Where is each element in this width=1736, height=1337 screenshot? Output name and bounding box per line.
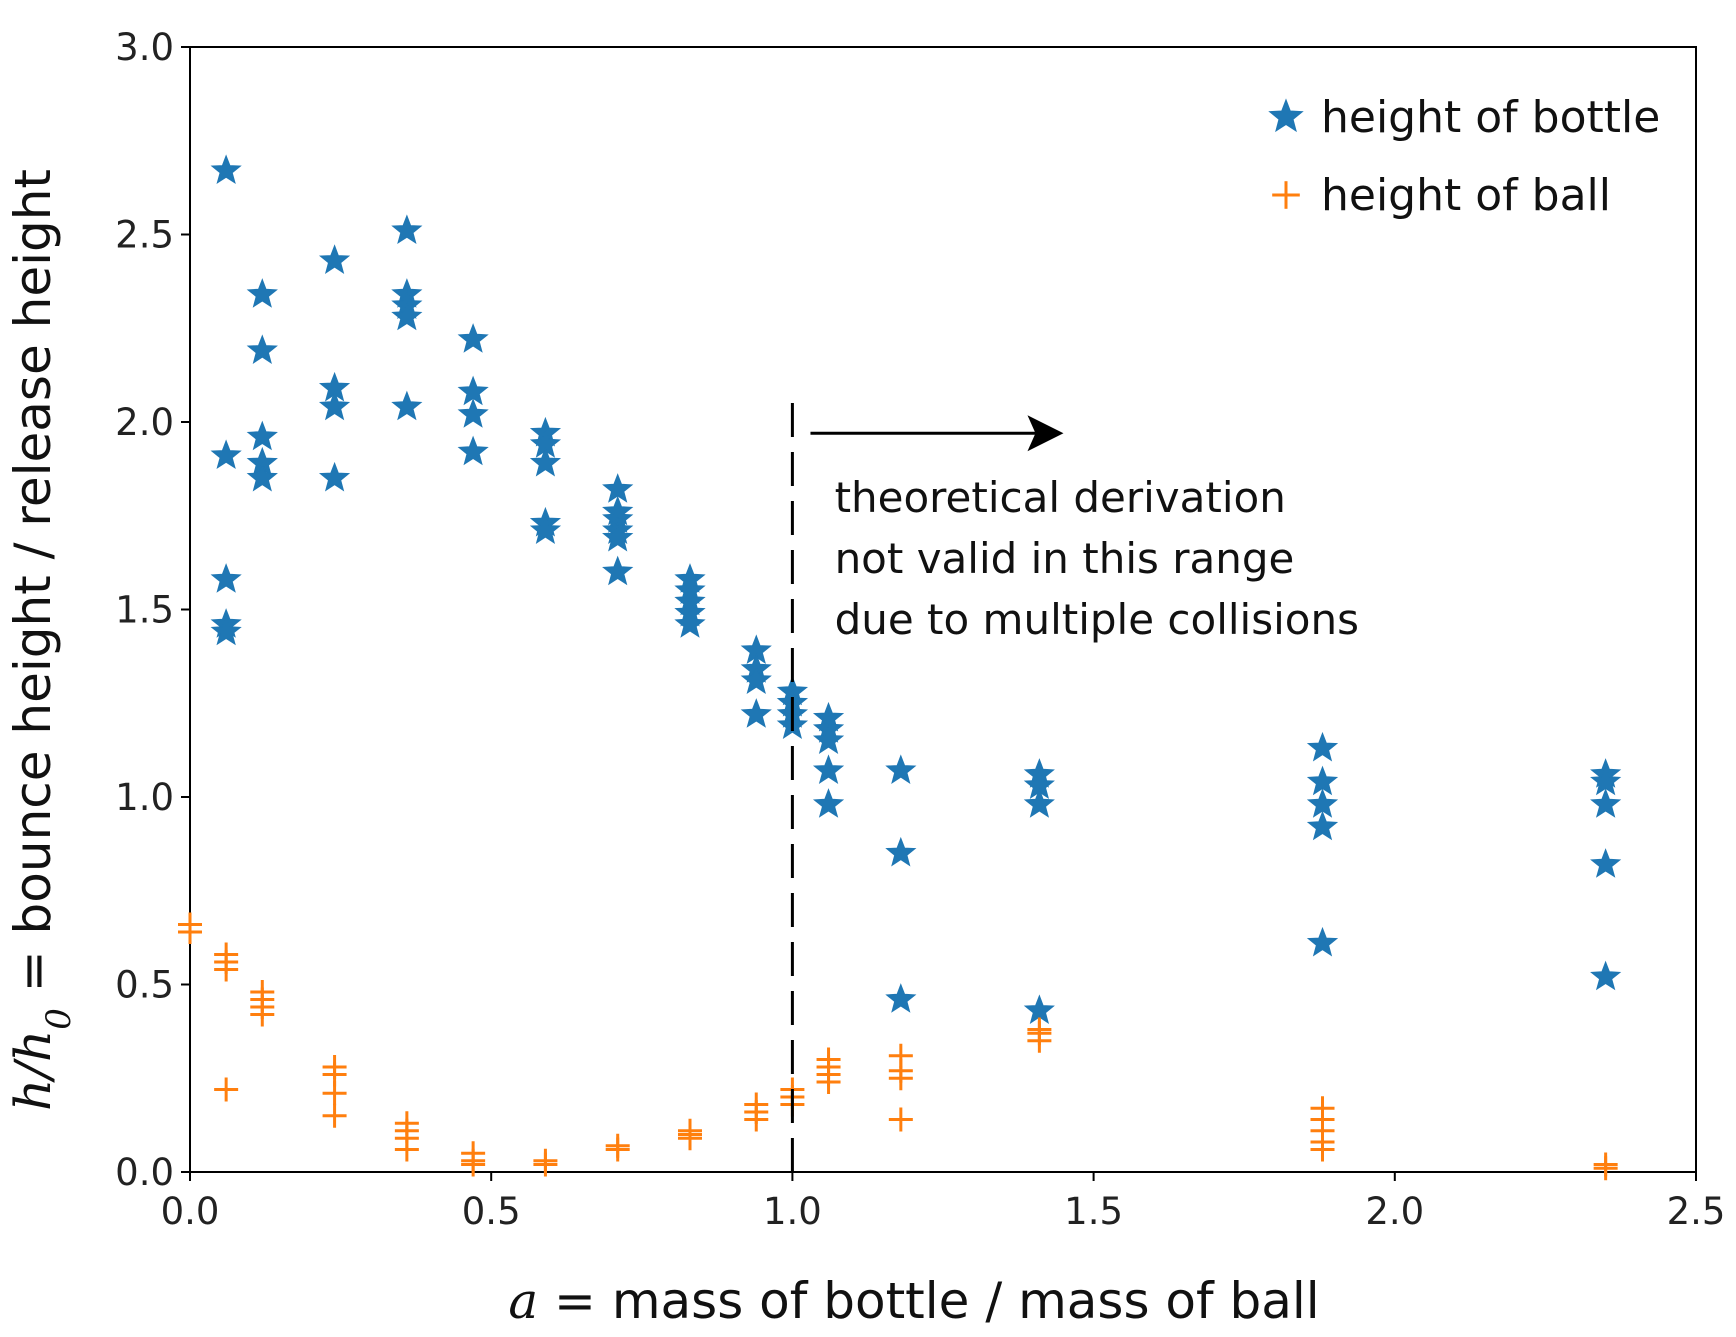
star-point <box>391 390 423 421</box>
series-bottle-height <box>210 154 1622 1025</box>
annotation-text-line: due to multiple collisions <box>835 595 1359 644</box>
x-tick-label: 2.5 <box>1667 1190 1726 1233</box>
star-point <box>1023 788 1055 818</box>
star-point <box>457 398 489 428</box>
y-tick-label: 1.0 <box>115 776 174 819</box>
plus-point <box>888 1066 913 1091</box>
legend-entry-label: height of ball <box>1321 170 1611 221</box>
star-point <box>1306 731 1339 762</box>
y-axis-variable-subscript: 0 <box>39 1008 79 1030</box>
star-point <box>246 278 278 308</box>
plus-point <box>214 1077 239 1102</box>
star-point <box>529 514 562 545</box>
star-point <box>1590 848 1622 878</box>
y-tick-label: 0.5 <box>115 964 174 1007</box>
plus-point <box>605 1137 630 1162</box>
legend-entry-label: height of bottle <box>1321 92 1660 143</box>
y-axis-ticks: 0.0 0.5 1.0 1.5 2.0 2.5 3.0 <box>115 26 190 1194</box>
star-point <box>457 435 489 466</box>
star-point <box>812 754 845 785</box>
star-point <box>740 698 772 728</box>
x-axis-variable: a <box>508 1272 538 1330</box>
x-axis-label-text: = mass of bottle / mass of ball <box>538 1272 1320 1330</box>
annotation: theoretical derivation not valid in this … <box>790 388 1359 1172</box>
star-point <box>210 439 242 470</box>
star-point <box>210 154 242 185</box>
y-axis-variable: h/h <box>4 1030 62 1111</box>
star-point <box>529 446 562 477</box>
plus-point <box>1593 1156 1618 1181</box>
plus-point <box>533 1152 558 1177</box>
plus-point <box>1310 1137 1335 1162</box>
star-point <box>1590 960 1622 991</box>
star-point <box>885 836 917 867</box>
x-tick-label: 2.0 <box>1365 1190 1424 1233</box>
x-tick-label: 1.5 <box>1064 1190 1123 1233</box>
star-point <box>318 461 351 492</box>
x-tick-label: 0.5 <box>462 1190 521 1233</box>
star-point <box>318 244 351 275</box>
star-point <box>210 615 242 646</box>
plus-point <box>816 1070 841 1094</box>
star-point <box>457 323 489 353</box>
annotation-text-line: theoretical derivation <box>835 473 1286 522</box>
legend-plus-icon <box>1272 181 1300 209</box>
plus-point <box>178 920 202 944</box>
plus-point <box>461 1152 486 1177</box>
x-tick-label: 1.0 <box>763 1190 822 1233</box>
star-point <box>885 754 917 785</box>
plus-point <box>322 1103 347 1128</box>
star-point <box>674 608 706 638</box>
y-tick-label: 2.5 <box>115 214 174 257</box>
y-tick-label: 1.5 <box>115 589 174 632</box>
plus-point <box>250 1002 275 1027</box>
star-point <box>602 521 634 552</box>
legend: height of bottle height of ball <box>1268 92 1660 221</box>
star-point <box>1306 926 1339 957</box>
star-point <box>391 300 423 331</box>
plus-point <box>888 1107 913 1132</box>
y-axis-label: h/h0 = bounce height / release height <box>4 169 79 1111</box>
star-point <box>1590 788 1622 818</box>
star-point <box>210 563 242 593</box>
x-axis-label: a = mass of bottle / mass of ball <box>508 1272 1319 1330</box>
star-point <box>246 461 278 492</box>
star-point <box>246 420 278 451</box>
star-point <box>318 390 351 421</box>
x-tick-label: 0.0 <box>161 1190 220 1233</box>
y-axis-label-text: = bounce height / release height <box>4 169 62 1008</box>
star-point <box>1306 810 1339 841</box>
y-tick-label: 2.0 <box>115 401 174 444</box>
legend-star-icon <box>1268 98 1304 133</box>
plus-point <box>744 1107 769 1132</box>
plus-point <box>394 1137 419 1162</box>
star-point <box>812 788 845 818</box>
star-point <box>246 334 278 365</box>
star-point <box>812 724 845 755</box>
plus-point <box>1027 1028 1052 1053</box>
star-point <box>602 555 634 586</box>
series-ball-height <box>178 912 1618 1181</box>
y-tick-label: 0.0 <box>115 1151 174 1194</box>
plus-point <box>322 1081 347 1106</box>
x-axis-ticks: 0.0 0.5 1.0 1.5 2.0 2.5 <box>161 1172 1726 1233</box>
star-point <box>1023 994 1055 1025</box>
annotation-text-line: not valid in this range <box>835 534 1295 583</box>
star-point <box>885 983 917 1013</box>
arrow-right-icon <box>1027 415 1064 452</box>
star-point <box>740 664 772 695</box>
plus-point <box>677 1126 702 1151</box>
y-tick-label: 3.0 <box>115 26 174 69</box>
star-point <box>391 214 423 245</box>
plus-point <box>214 957 239 982</box>
data-markers <box>178 154 1622 1181</box>
